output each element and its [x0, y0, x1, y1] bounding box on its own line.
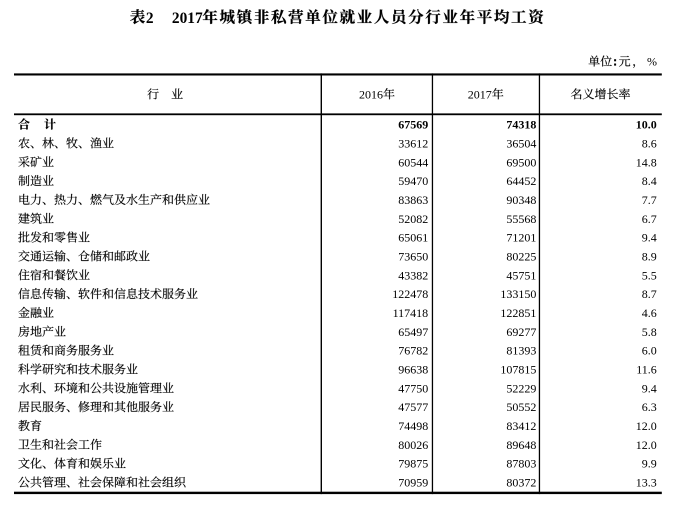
svg-text:60544: 60544	[398, 155, 428, 169]
svg-text:107815: 107815	[500, 363, 536, 377]
svg-text:65061: 65061	[398, 231, 428, 245]
svg-text:71201: 71201	[506, 231, 536, 245]
svg-text:122478: 122478	[392, 287, 428, 301]
svg-text:8.9: 8.9	[642, 249, 657, 263]
svg-text:67569: 67569	[398, 118, 428, 132]
svg-text:74498: 74498	[398, 419, 428, 433]
svg-text:52082: 52082	[398, 212, 428, 226]
svg-text:64452: 64452	[506, 174, 536, 188]
svg-text:69500: 69500	[506, 155, 536, 169]
svg-text:7.7: 7.7	[642, 193, 657, 207]
svg-text:90348: 90348	[506, 193, 536, 207]
svg-text:45751: 45751	[506, 268, 536, 282]
svg-text:2017: 2017	[172, 10, 203, 27]
svg-text:83412: 83412	[506, 419, 536, 433]
svg-text:10.0: 10.0	[636, 118, 657, 132]
svg-text:12.0: 12.0	[636, 438, 657, 452]
svg-text:5.8: 5.8	[642, 325, 657, 339]
svg-text:9.4: 9.4	[642, 231, 657, 245]
svg-text:52229: 52229	[506, 381, 536, 395]
svg-text:73650: 73650	[398, 249, 428, 263]
svg-text:96638: 96638	[398, 363, 428, 377]
svg-text:133150: 133150	[500, 287, 536, 301]
svg-text:89648: 89648	[506, 438, 536, 452]
svg-text:8.6: 8.6	[642, 136, 657, 150]
svg-text:117418: 117418	[393, 306, 429, 320]
svg-text:2: 2	[146, 10, 154, 27]
svg-text:50552: 50552	[506, 400, 536, 414]
svg-text:8.4: 8.4	[642, 174, 657, 188]
svg-text:69277: 69277	[506, 325, 536, 339]
svg-text:87803: 87803	[506, 457, 536, 471]
svg-text:13.3: 13.3	[636, 476, 657, 490]
svg-text:5.5: 5.5	[642, 268, 657, 282]
svg-text:12.0: 12.0	[636, 419, 657, 433]
svg-text:65497: 65497	[398, 325, 428, 339]
svg-text:76782: 76782	[398, 344, 428, 358]
svg-text:122851: 122851	[500, 306, 536, 320]
svg-text:2016: 2016	[359, 87, 383, 101]
svg-text:33612: 33612	[398, 136, 428, 150]
svg-text:59470: 59470	[398, 174, 428, 188]
svg-text:81393: 81393	[506, 344, 536, 358]
svg-text:47750: 47750	[398, 381, 428, 395]
svg-text:80225: 80225	[506, 249, 536, 263]
svg-text:4.6: 4.6	[642, 306, 657, 320]
svg-text:14.8: 14.8	[636, 155, 657, 169]
svg-text:36504: 36504	[506, 136, 536, 150]
svg-text:80026: 80026	[398, 438, 428, 452]
svg-text:47577: 47577	[398, 400, 428, 414]
svg-text:80372: 80372	[506, 476, 536, 490]
svg-text:55568: 55568	[506, 212, 536, 226]
svg-text:9.4: 9.4	[642, 381, 657, 395]
svg-text:43382: 43382	[398, 268, 428, 282]
svg-text:%: %	[647, 55, 657, 69]
svg-text:9.9: 9.9	[642, 457, 657, 471]
svg-text:70959: 70959	[398, 476, 428, 490]
svg-text:6.3: 6.3	[642, 400, 657, 414]
svg-text:83863: 83863	[398, 193, 428, 207]
svg-text:2017: 2017	[468, 87, 492, 101]
svg-text:11.6: 11.6	[636, 363, 657, 377]
svg-text:74318: 74318	[506, 118, 536, 132]
svg-text:6.7: 6.7	[642, 212, 657, 226]
svg-text:6.0: 6.0	[642, 344, 657, 358]
svg-text:8.7: 8.7	[642, 287, 657, 301]
svg-text:79875: 79875	[398, 457, 428, 471]
